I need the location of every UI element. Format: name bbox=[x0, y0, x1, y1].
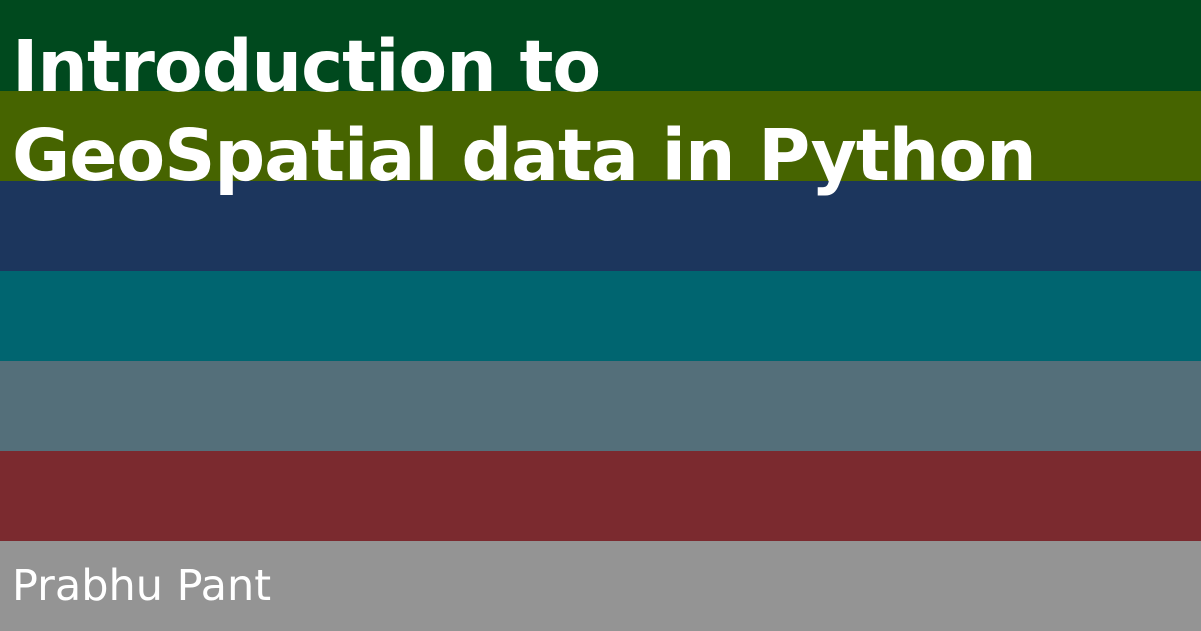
banner-title-line-2: GeoSpatial data in Python bbox=[12, 114, 1037, 197]
stripe-navy bbox=[0, 181, 1201, 271]
author-name: Prabhu Pant bbox=[12, 561, 272, 611]
stripe-dark-green bbox=[0, 0, 1201, 91]
stripe-slate bbox=[0, 361, 1201, 451]
banner-title-line-1: Introduction to bbox=[12, 25, 601, 108]
stripe-maroon bbox=[0, 451, 1201, 541]
stripe-gray bbox=[0, 541, 1201, 631]
stripe-olive-green bbox=[0, 91, 1201, 181]
stripe-teal bbox=[0, 271, 1201, 361]
banner-title: Introduction to GeoSpatial data in Pytho… bbox=[12, 22, 1037, 200]
